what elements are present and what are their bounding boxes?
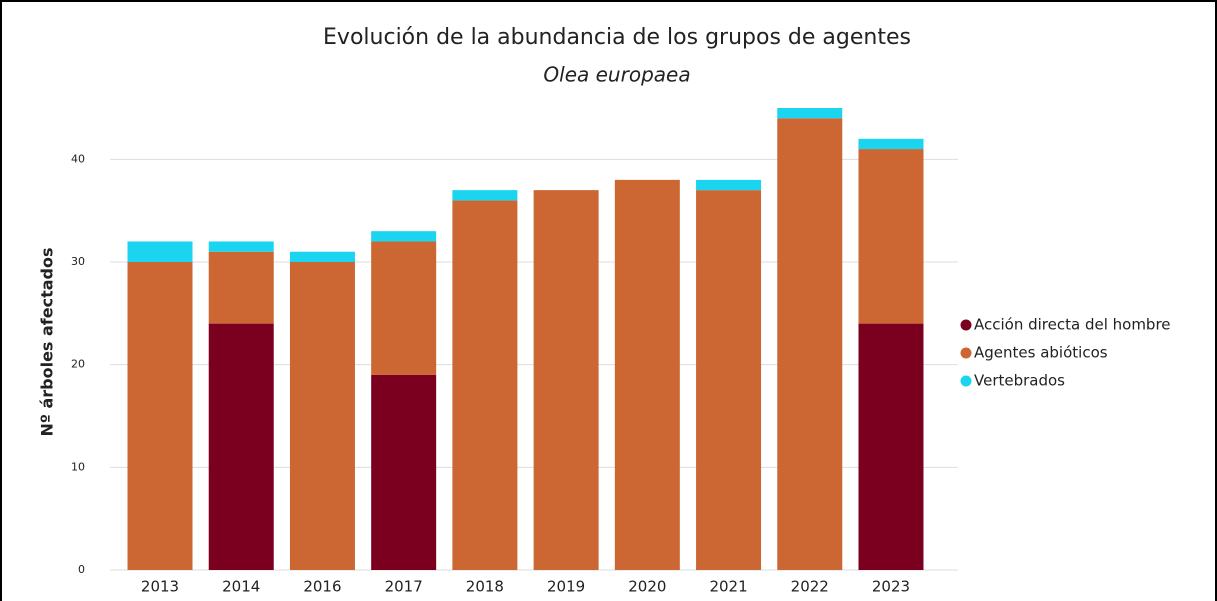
bar-segment [208,323,274,570]
legend-marker [960,319,972,331]
legend-label: Acción directa del hombre [974,316,1171,334]
chart-title: Evolución de la abundancia de los grupos… [323,25,911,50]
bar-segment [858,138,924,150]
x-tick-label: 2020 [628,578,666,596]
bar-segment [289,262,355,570]
legend-marker [960,347,972,359]
x-tick-label: 2018 [466,578,504,596]
x-tick-label: 2014 [222,578,260,596]
bar-segment [127,241,193,262]
x-tick-label: 2022 [791,578,829,596]
bar-segment [371,231,437,242]
x-tick-label: 2019 [547,578,585,596]
bar-segment [452,190,518,201]
bar-segment [533,190,599,570]
legend-marker [960,375,972,387]
x-tick-label: 2013 [141,578,179,596]
y-tick-label: 40 [71,152,85,165]
bar-segment [696,190,762,570]
bar-segment [614,179,680,570]
bar-segment [289,251,355,262]
y-tick-label: 0 [78,563,85,576]
x-tick-label: 2017 [385,578,423,596]
bar-segment [452,200,518,570]
bar-segment [208,251,274,324]
legend-label: Vertebrados [974,372,1065,390]
chart-subtitle: Olea europaea [543,63,690,87]
y-tick-label: 20 [71,358,85,371]
bar-segment [208,241,274,252]
x-tick-label: 2021 [709,578,747,596]
y-tick-label: 30 [71,255,85,268]
bar-segment [371,241,437,375]
bar-segment [777,108,843,119]
legend-label: Agentes abióticos [974,344,1108,362]
bar-segment [696,179,762,191]
y-axis-label: Nº árboles afectados [38,247,57,436]
bar-segment [777,118,843,571]
x-tick-label: 2023 [872,578,910,596]
y-tick-label: 10 [71,460,85,473]
bar-segment [371,374,437,570]
x-tick-label: 2016 [303,578,341,596]
bar-segment [858,323,924,570]
bar-segment [858,149,924,324]
bar-segment [127,262,193,570]
